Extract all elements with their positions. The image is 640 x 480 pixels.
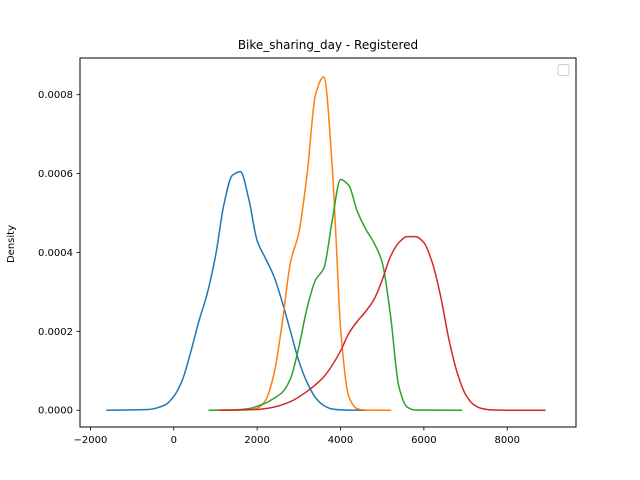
y-tick-label: 0.0006 bbox=[38, 169, 73, 180]
y-tick-label: 0.0002 bbox=[38, 327, 73, 338]
density-line-3 bbox=[208, 178, 463, 412]
x-tick-label: 0 bbox=[171, 435, 177, 446]
x-axis: −2000 0 2000 4000 6000 8000 bbox=[74, 427, 520, 446]
y-tick-label: 0.0008 bbox=[38, 90, 73, 101]
density-line-4 bbox=[218, 235, 546, 412]
x-tick-label: 4000 bbox=[328, 435, 353, 446]
y-tick-label: 0.0004 bbox=[38, 248, 73, 259]
density-line-1 bbox=[106, 170, 367, 412]
x-tick-label: 8000 bbox=[495, 435, 520, 446]
y-tick-label: 0.0000 bbox=[38, 406, 73, 417]
x-tick-label: 2000 bbox=[244, 435, 269, 446]
y-axis-label: Density bbox=[6, 225, 17, 263]
x-tick-label: −2000 bbox=[74, 435, 108, 446]
y-axis: 0.0000 0.0002 0.0004 0.0006 0.0008 bbox=[38, 90, 80, 417]
plot-frame bbox=[79, 57, 577, 428]
chart-title: Bike_sharing_day - Registered bbox=[238, 38, 418, 52]
density-line-2 bbox=[210, 76, 392, 411]
x-tick-label: 6000 bbox=[411, 435, 436, 446]
plot-series-group bbox=[106, 76, 546, 412]
legend-box bbox=[557, 64, 570, 76]
